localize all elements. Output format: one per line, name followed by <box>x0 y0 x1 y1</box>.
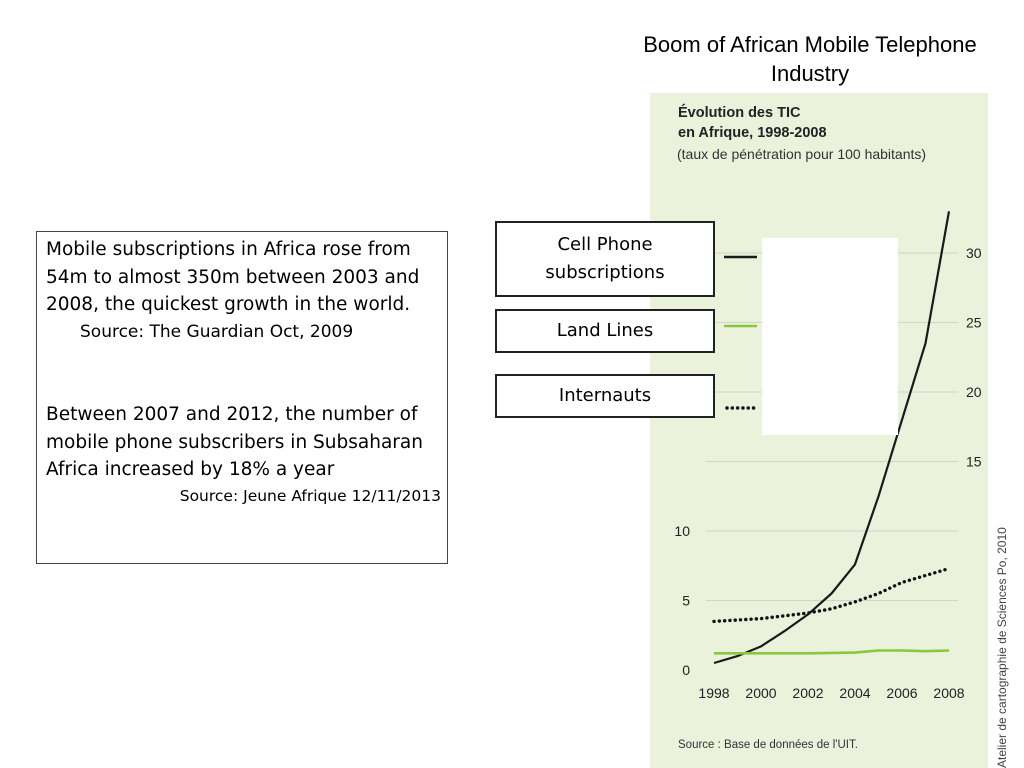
y-tick-label-5: 5 <box>682 593 690 609</box>
paragraph-jeune-afrique: Between 2007 and 2012, the number of mob… <box>46 404 423 480</box>
source-jeune-afrique: Source: Jeune Afrique 12/11/2013 <box>179 486 441 505</box>
series-line-cell-phone <box>713 211 951 665</box>
legend-cover <box>762 238 898 435</box>
y-tick-label-20: 20 <box>966 384 982 400</box>
series-line-land-lines <box>714 649 950 655</box>
chart-title-line1: Évolution des TIC <box>678 105 801 121</box>
chart-title: Évolution des TIC en Afrique, 1998-2008 <box>678 103 827 143</box>
chart-source: Source : Base de données de l'UIT. <box>678 739 858 751</box>
chart-lines <box>712 211 951 665</box>
y-tick-label-0: 0 <box>682 662 690 678</box>
chart-title-line2: en Afrique, 1998-2008 <box>678 125 827 141</box>
x-tick-label-2006: 2006 <box>886 685 917 701</box>
x-tick-label-1998: 1998 <box>698 685 729 701</box>
y-tick-label-30: 30 <box>966 245 982 261</box>
x-tick-label-2002: 2002 <box>792 685 823 701</box>
legend-cell-phone: Cell Phone subscriptions <box>495 221 715 297</box>
x-tick-label-2004: 2004 <box>839 685 870 701</box>
legend-internauts: Internauts <box>495 374 715 418</box>
source-guardian: Source: The Guardian Oct, 2009 <box>80 321 354 342</box>
y-tick-label-10: 10 <box>674 523 690 539</box>
legend-marks <box>724 255 759 410</box>
chart-x-ticks: 1998 2000 2002 2004 2006 2008 <box>698 685 964 701</box>
legend-land-lines: Land Lines <box>495 309 715 353</box>
y-tick-label-25: 25 <box>966 315 982 331</box>
info-text-box: Mobile subscriptions in Africa rose from… <box>36 231 448 564</box>
x-tick-label-2008: 2008 <box>933 685 964 701</box>
y-tick-label-15: 15 <box>966 454 982 470</box>
series-line-internauts <box>712 566 951 624</box>
x-tick-label-2000: 2000 <box>745 685 776 701</box>
chart-y-ticks: 0 5 10 15 20 25 30 <box>674 245 981 678</box>
slide-title: Boom of African Mobile Telephone Industr… <box>643 32 977 86</box>
paragraph-guardian: Mobile subscriptions in Africa rose from… <box>46 239 420 315</box>
chart-subtitle: (taux de pénétration pour 100 habitants) <box>677 146 927 162</box>
